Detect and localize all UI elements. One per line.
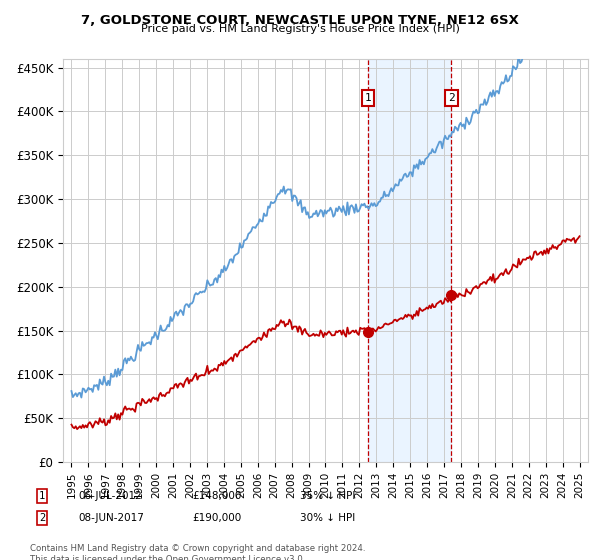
Text: 30% ↓ HPI: 30% ↓ HPI — [300, 513, 355, 523]
Text: 2: 2 — [448, 94, 455, 103]
Text: 06-JUL-2012: 06-JUL-2012 — [78, 491, 142, 501]
Text: Price paid vs. HM Land Registry's House Price Index (HPI): Price paid vs. HM Land Registry's House … — [140, 24, 460, 34]
Text: 7, GOLDSTONE COURT, NEWCASTLE UPON TYNE, NE12 6SX: 7, GOLDSTONE COURT, NEWCASTLE UPON TYNE,… — [81, 14, 519, 27]
Text: 08-JUN-2017: 08-JUN-2017 — [78, 513, 144, 523]
Text: £148,000: £148,000 — [192, 491, 241, 501]
Text: Contains HM Land Registry data © Crown copyright and database right 2024.
This d: Contains HM Land Registry data © Crown c… — [30, 544, 365, 560]
Text: 2: 2 — [39, 513, 45, 523]
Text: £190,000: £190,000 — [192, 513, 241, 523]
Text: 1: 1 — [39, 491, 45, 501]
Bar — [368, 59, 451, 462]
Text: 35% ↓ HPI: 35% ↓ HPI — [300, 491, 355, 501]
Text: 1: 1 — [365, 94, 371, 103]
